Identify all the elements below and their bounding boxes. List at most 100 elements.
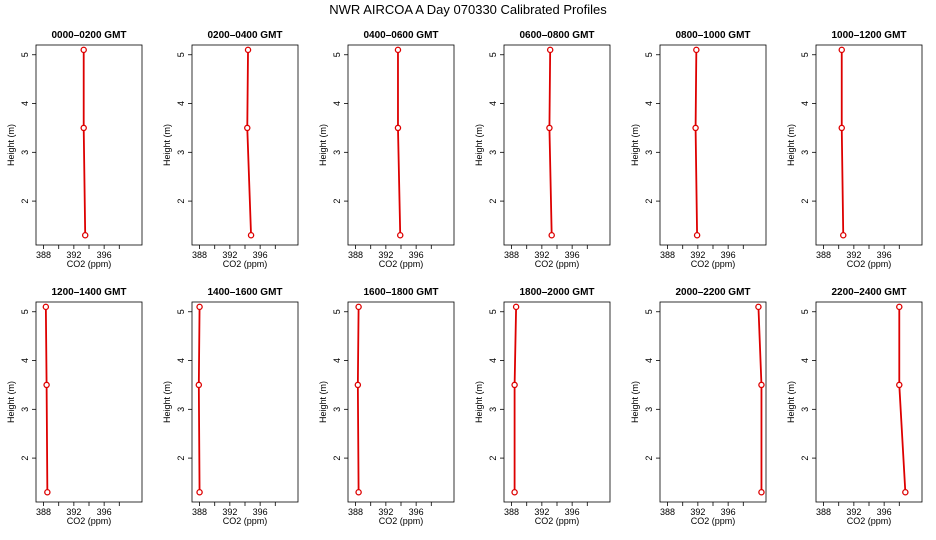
y-tick-label: 2 <box>800 199 810 204</box>
y-tick-label: 5 <box>20 309 30 314</box>
panel-title: 1000–1200 GMT <box>831 30 906 41</box>
y-tick-label: 2 <box>644 199 654 204</box>
plot-frame <box>35 44 143 246</box>
x-tick-label: 396 <box>721 507 736 517</box>
y-tick-label: 5 <box>488 309 498 314</box>
y-tick-label: 5 <box>332 309 342 314</box>
profile-point <box>692 124 699 132</box>
profile-point <box>511 488 518 496</box>
y-tick-label: 3 <box>20 150 30 155</box>
figure-title: NWR AIRCOA A Day 070330 Calibrated Profi… <box>329 2 607 17</box>
panel-title: 0400–0600 GMT <box>363 30 438 41</box>
y-tick-label: 4 <box>488 358 498 363</box>
y-axis-label: Height (m) <box>474 381 484 423</box>
x-tick-label: 388 <box>192 250 207 260</box>
y-tick-label: 2 <box>20 456 30 461</box>
profile-point <box>896 381 903 389</box>
x-tick-label: 392 <box>846 507 861 517</box>
y-tick-label: 4 <box>488 101 498 106</box>
y-tick-label: 2 <box>176 199 186 204</box>
y-tick-label: 5 <box>176 309 186 314</box>
y-tick-label: 4 <box>644 358 654 363</box>
x-axis-label: CO2 (ppm) <box>67 516 112 526</box>
panel-title: 2200–2400 GMT <box>831 287 906 298</box>
x-tick-label: 396 <box>721 250 736 260</box>
y-tick-label: 2 <box>20 199 30 204</box>
panel-title: 0000–0200 GMT <box>51 30 126 41</box>
y-axis-label: Height (m) <box>162 381 172 423</box>
y-tick-label: 2 <box>644 456 654 461</box>
y-axis-label: Height (m) <box>630 124 640 166</box>
profile-point <box>546 46 554 54</box>
profile-point <box>546 124 553 132</box>
x-axis-label: CO2 (ppm) <box>691 516 736 526</box>
x-tick-label: 396 <box>877 250 892 260</box>
plot-frame <box>815 301 923 503</box>
profile-line <box>397 49 402 236</box>
profile-line <box>356 306 360 493</box>
profile-line <box>694 49 698 236</box>
plot-frame <box>503 44 611 246</box>
profile-line <box>757 306 763 493</box>
y-tick-label: 5 <box>20 52 30 57</box>
y-tick-label: 3 <box>332 150 342 155</box>
y-axis-label: Height (m) <box>786 381 796 423</box>
y-tick-label: 2 <box>332 199 342 204</box>
y-tick-label: 5 <box>488 52 498 57</box>
y-tick-label: 5 <box>176 52 186 57</box>
profile-point <box>693 46 700 54</box>
profile-point <box>81 231 89 239</box>
x-axis-label: CO2 (ppm) <box>535 516 580 526</box>
profile-point <box>693 231 701 239</box>
profile-point <box>838 124 845 132</box>
x-tick-label: 392 <box>66 250 81 260</box>
profile-point <box>896 303 903 311</box>
profile-line <box>898 306 907 493</box>
profile-line <box>44 306 49 493</box>
x-tick-label: 392 <box>690 507 705 517</box>
plot-frame <box>503 301 611 503</box>
x-tick-label: 396 <box>877 507 892 517</box>
profile-point <box>44 488 51 496</box>
panel-title: 1800–2000 GMT <box>519 287 594 298</box>
x-tick-label: 388 <box>36 507 51 517</box>
y-tick-label: 5 <box>332 52 342 57</box>
x-axis-label: CO2 (ppm) <box>379 259 424 269</box>
x-tick-label: 388 <box>816 507 831 517</box>
profile-point <box>244 124 251 132</box>
panel-title: 0800–1000 GMT <box>675 30 750 41</box>
profile-point <box>840 231 847 239</box>
x-tick-label: 388 <box>504 250 519 260</box>
plot-frame <box>659 44 767 246</box>
profile-point <box>42 303 50 311</box>
y-tick-label: 4 <box>176 101 186 106</box>
x-tick-label: 396 <box>409 507 424 517</box>
x-axis-label: CO2 (ppm) <box>379 516 424 526</box>
profile-point <box>394 124 402 132</box>
y-tick-label: 3 <box>20 407 30 412</box>
plot-frame <box>191 44 299 246</box>
profile-point <box>758 488 765 496</box>
y-tick-label: 5 <box>800 52 810 57</box>
x-axis-label: CO2 (ppm) <box>847 516 892 526</box>
x-axis-label: CO2 (ppm) <box>223 516 268 526</box>
y-tick-label: 2 <box>488 199 498 204</box>
y-tick-label: 2 <box>176 456 186 461</box>
panel-title: 2000–2200 GMT <box>675 287 750 298</box>
profile-point <box>512 303 520 311</box>
x-tick-label: 392 <box>222 507 237 517</box>
y-tick-label: 2 <box>488 456 498 461</box>
x-tick-label: 392 <box>378 250 393 260</box>
x-axis-label: CO2 (ppm) <box>691 259 736 269</box>
